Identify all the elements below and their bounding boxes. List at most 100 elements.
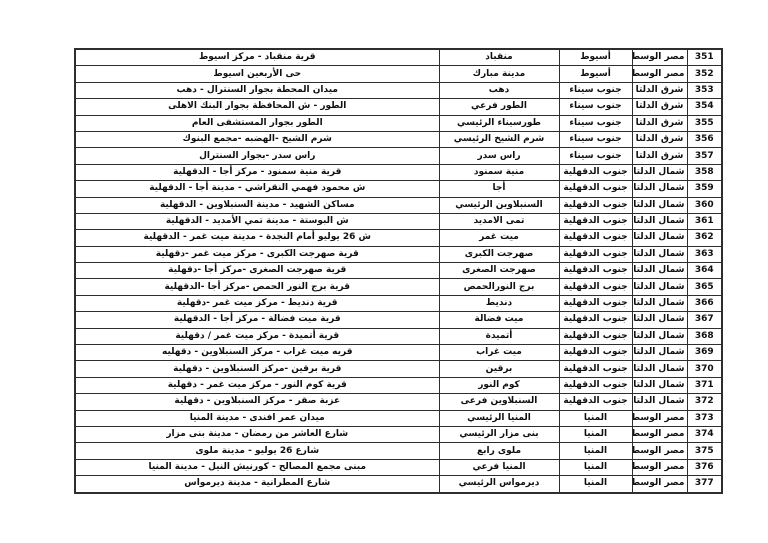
cell-no: 377 (686, 475, 723, 494)
table-row: 355 شرق الدلتا جنوب سيناء طورسيناء الرئيسي ا… (74, 114, 723, 132)
cell-region: شمال الدلتا (631, 212, 688, 231)
cell-branch: مدينة مبارك (438, 65, 560, 83)
cell-governorate: المنيا (558, 458, 633, 477)
cell-branch: ميت غراب (438, 344, 560, 362)
cell-address: ميدان عمر افندى - مدينة المنيا (74, 409, 440, 427)
cell-address: راس سدر -بجوار السنترال (74, 147, 440, 165)
table-row: 353 شرق الدلتا جنوب سيناء دهب ميدان المحطة ب… (74, 81, 723, 100)
cell-no: 370 (686, 360, 723, 378)
cell-region: شرق الدلتا (631, 130, 688, 149)
cell-governorate: جنوب الدقهلية (558, 229, 633, 247)
cell-region: شمال الدلتا (631, 278, 688, 296)
cell-branch: راس سدر (438, 147, 560, 165)
cell-governorate: جنوب سيناء (558, 114, 633, 132)
cell-governorate: جنوب سيناء (558, 81, 633, 100)
table-row: 356 شرق الدلتا جنوب سيناء شرم الشيخ الرئيسي… (74, 130, 723, 149)
cell-branch: طورسيناء الرئيسي (438, 114, 560, 132)
cell-address: مبنى مجمع المصالح - كورنيش النيل - مدينة… (74, 458, 440, 477)
cell-governorate: المنيا (558, 425, 633, 444)
table-row: 367 شمال الدلتا جنوب الدقهلية ميت فضالة قرية… (74, 311, 723, 329)
cell-governorate: المنيا (558, 475, 633, 494)
cell-governorate: جنوب الدقهلية (558, 262, 633, 280)
cell-governorate: جنوب الدقهلية (558, 311, 633, 329)
cell-no: 361 (686, 212, 723, 231)
cell-region: مصر الوسطي (631, 48, 688, 67)
cell-no: 355 (686, 114, 723, 132)
cell-governorate: جنوب الدقهلية (558, 180, 633, 198)
cell-region: شمال الدلتا (631, 229, 688, 247)
cell-region: مصر الوسطى (631, 475, 688, 494)
cell-region: شمال الدلتا (631, 360, 688, 378)
table-row: 369 شمال الدلتا جنوب الدقهلية ميت غراب قريه … (74, 344, 723, 362)
cell-governorate: جنوب سيناء (558, 98, 633, 116)
cell-branch: كوم النور (438, 376, 560, 395)
cell-governorate: جنوب سيناء (558, 147, 633, 165)
cell-governorate: جنوب الدقهلية (558, 344, 633, 362)
cell-no: 371 (686, 376, 723, 395)
cell-branch: ملوى رابع (438, 442, 560, 460)
cell-address: قرية كوم النور - مركز ميت غمر - دقهلية (74, 376, 440, 395)
cell-no: 357 (686, 147, 723, 165)
cell-no: 367 (686, 311, 723, 329)
cell-address: ش 26 يوليو أمام النجدة - مدينة ميت غمر -… (74, 229, 440, 247)
cell-address: قرية صهرجت الصغرى -مركز أجا -دقهلية (74, 262, 440, 280)
cell-governorate: جنوب الدقهلية (558, 212, 633, 231)
cell-address: مساكن الشهيد - مدينة السنبلاوين - الدقهل… (74, 196, 440, 214)
cell-region: شمال الدلتا (631, 344, 688, 362)
cell-governorate: جنوب الدقهلية (558, 393, 633, 411)
cell-region: مصر الوسطى (631, 425, 688, 444)
cell-governorate: جنوب الدقهلية (558, 245, 633, 264)
cell-region: شرق الدلتا (631, 81, 688, 100)
cell-region: شمال الدلتا (631, 294, 688, 313)
table-row: 361 شمال الدلتا جنوب الدقهلية تمى الامديد ش … (74, 212, 723, 231)
cell-no: 362 (686, 229, 723, 247)
cell-region: شمال الدلتا (631, 376, 688, 395)
cell-branch: برقين (438, 360, 560, 378)
cell-region: مصر الوسطى (631, 409, 688, 427)
cell-region: مصر الوسطى (631, 458, 688, 477)
cell-address: ش محمود فهمي النقراشي - مدينة أجا - الدق… (74, 180, 440, 198)
cell-address: قرية منية سمنود - مركز أجا - الدقهلية (74, 163, 440, 182)
cell-branch: دنديط (438, 294, 560, 313)
cell-region: شمال الدلتا (631, 245, 688, 264)
cell-address: قرية برقين -مركز السنبلاوين - دقهلية (74, 360, 440, 378)
table-row: 364 شمال الدلتا جنوب الدقهلية صهرجت الصغرى ق… (74, 262, 723, 280)
cell-branch: صهرجت الكبرى (438, 245, 560, 264)
cell-branch: ميت غمر (438, 229, 560, 247)
cell-branch: المنيا الرئيسي (438, 409, 560, 427)
cell-governorate: جنوب الدقهلية (558, 360, 633, 378)
cell-branch: شرم الشيخ الرئيسي (438, 130, 560, 149)
cell-branch: منية سمنود (438, 163, 560, 182)
table-row: 366 شمال الدلتا جنوب الدقهلية دنديط قرية دند… (74, 294, 723, 313)
cell-governorate: أسيوط (558, 48, 633, 67)
cell-region: شرق الدلتا (631, 98, 688, 116)
table-row: 370 شمال الدلتا جنوب الدقهلية برقين قرية برق… (74, 360, 723, 378)
cell-branch: بنى مزار الرئيسي (438, 425, 560, 444)
cell-no: 372 (686, 393, 723, 411)
cell-branch: أجا (438, 180, 560, 198)
cell-address: قرية برج النور الحمص -مركز أجا -الدقهلية (74, 278, 440, 296)
cell-governorate: المنيا (558, 409, 633, 427)
table-row: 372 شمال الدلتا جنوب الدقهلية السنبلاوين فر… (74, 393, 723, 411)
table-row: 357 شرق الدلتا جنوب سيناء راس سدر راس سدر -ب… (74, 147, 723, 165)
cell-no: 374 (686, 425, 723, 444)
cell-region: شمال الدلتا (631, 393, 688, 411)
cell-no: 354 (686, 98, 723, 116)
cell-address: قرية دنديط - مركز ميت غمر -دقهلية (74, 294, 440, 313)
cell-region: شمال الدلتا (631, 163, 688, 182)
cell-address: شارع 26 يوليو - مدينة ملوى (74, 442, 440, 460)
cell-branch: الطور فرعي (438, 98, 560, 116)
cell-address: الطور بجوار المستشفى العام (74, 114, 440, 132)
cell-address: قرية صهرجت الكبرى - مركز ميت غمر -دقهلية (74, 245, 440, 264)
cell-address: شارع المطرانية - مدينة ديرمواس (74, 475, 440, 494)
cell-branch: ديرمواس الرئيسي (438, 475, 560, 494)
cell-no: 369 (686, 344, 723, 362)
